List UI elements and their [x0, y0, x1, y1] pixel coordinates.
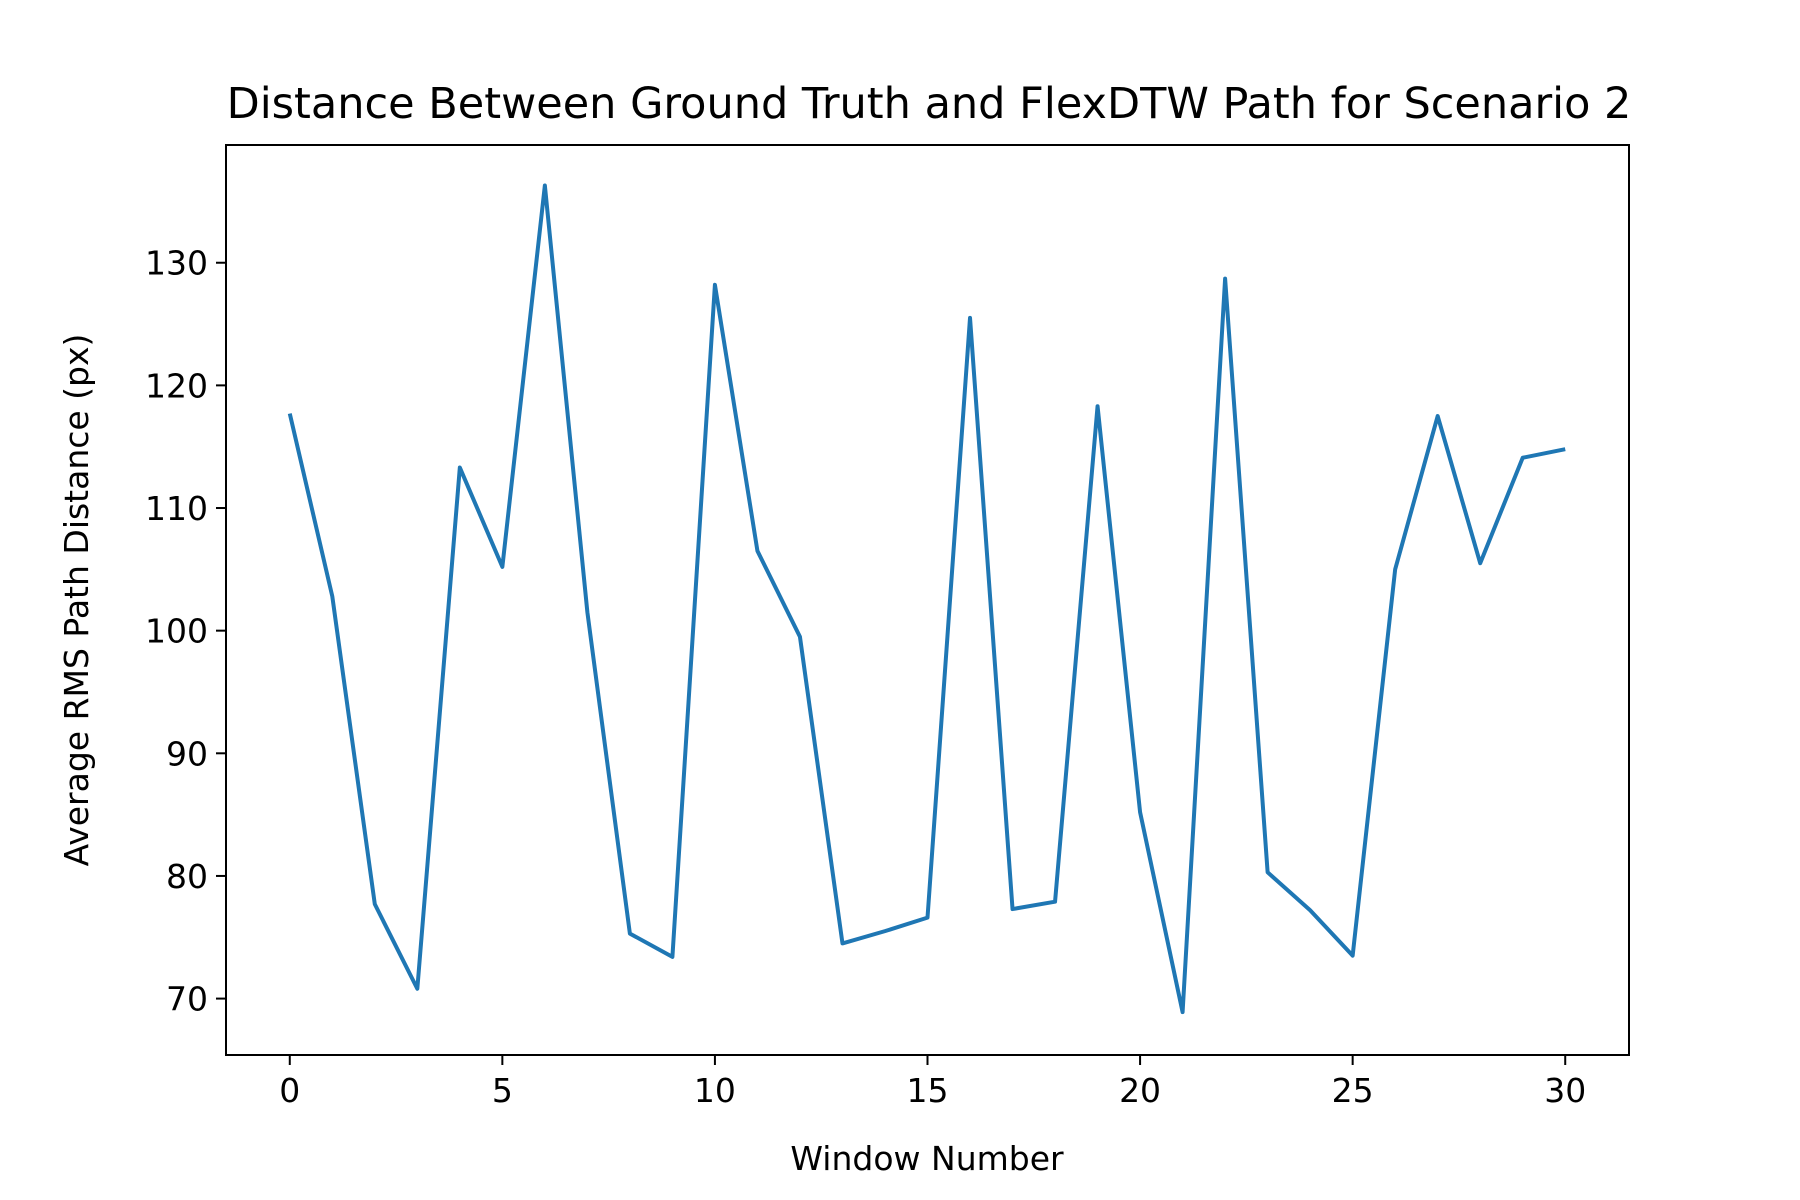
y-tick-label: 130 [145, 244, 208, 283]
y-tick-label: 100 [145, 612, 208, 651]
x-tick-label: 25 [1332, 1071, 1374, 1110]
y-tick-label: 70 [166, 980, 208, 1019]
y-tick-label: 80 [166, 857, 208, 896]
chart-title: Distance Between Ground Truth and FlexDT… [227, 79, 1632, 129]
y-axis: 70 80 90 100 110 120 130 [145, 244, 226, 1019]
y-tick-label: 90 [166, 734, 208, 773]
x-tick-label: 15 [907, 1071, 949, 1110]
x-tick-label: 20 [1119, 1071, 1161, 1110]
y-tick-label: 110 [145, 489, 208, 528]
x-tick-label: 10 [694, 1071, 736, 1110]
y-axis-label: Average RMS Path Distance (px) [57, 334, 96, 867]
series-line-0 [287, 183, 1566, 1015]
y-tick-label: 120 [145, 366, 208, 405]
x-axis: 0 5 10 15 20 25 30 [279, 1055, 1586, 1110]
x-tick-label: 0 [279, 1071, 300, 1110]
x-axis-label: Window Number [790, 1139, 1064, 1178]
x-tick-label: 30 [1544, 1071, 1586, 1110]
plot-area [287, 183, 1566, 1015]
x-tick-label: 5 [492, 1071, 513, 1110]
